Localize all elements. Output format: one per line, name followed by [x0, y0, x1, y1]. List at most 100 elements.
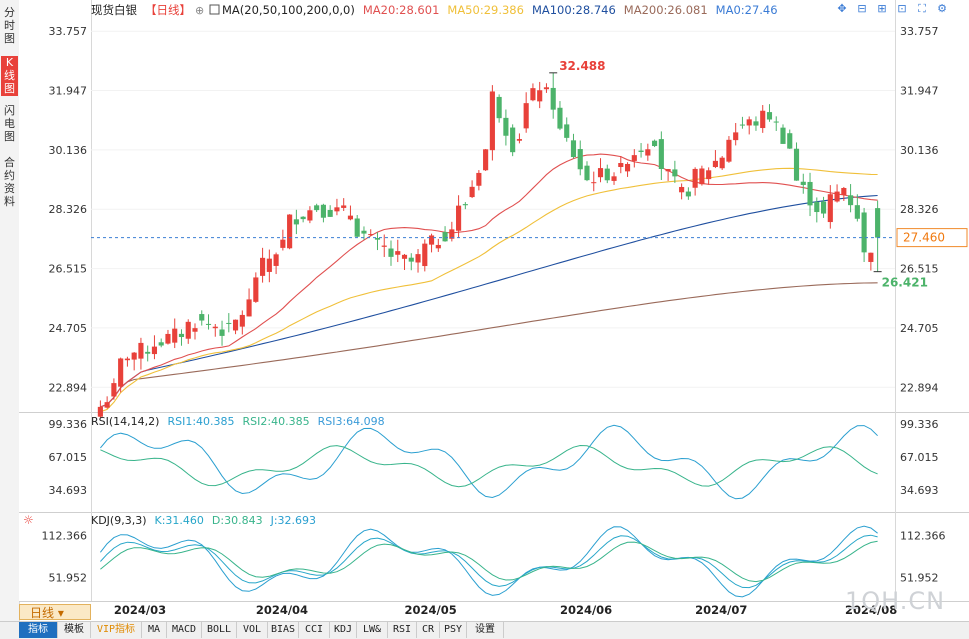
candle-body[interactable]	[753, 121, 759, 126]
candle-body[interactable]	[435, 244, 441, 249]
candle-body[interactable]	[665, 169, 671, 172]
indicator-tab[interactable]: VOL	[237, 622, 268, 638]
candle-body[interactable]	[124, 358, 130, 361]
candle-body[interactable]	[591, 182, 597, 184]
candle-body[interactable]	[178, 333, 185, 338]
candle-body[interactable]	[624, 163, 631, 172]
candle-body[interactable]	[631, 155, 637, 161]
move-icon[interactable]: ✥	[837, 2, 847, 15]
candle-body[interactable]	[787, 133, 793, 149]
candle-body[interactable]	[408, 257, 414, 262]
candle-body[interactable]	[570, 140, 577, 158]
candle-body[interactable]	[530, 88, 536, 101]
candle-body[interactable]	[192, 328, 198, 332]
indicator-tab[interactable]: PSY	[440, 622, 467, 638]
candle-body[interactable]	[145, 351, 151, 354]
candle-body[interactable]	[618, 163, 624, 168]
candle-body[interactable]	[597, 168, 604, 178]
candle-body[interactable]	[226, 322, 232, 324]
candle-body[interactable]	[760, 110, 766, 129]
candle-body[interactable]	[118, 358, 124, 387]
candle-body[interactable]	[523, 103, 529, 129]
candle-body[interactable]	[510, 127, 516, 153]
candle-body[interactable]	[280, 239, 286, 248]
candle-body[interactable]	[401, 254, 408, 259]
candle-body[interactable]	[293, 219, 299, 225]
candle-body[interactable]	[266, 258, 272, 272]
indicator-tab[interactable]: BIAS	[268, 622, 299, 638]
period-selector[interactable]: 日线 ▾	[19, 604, 91, 620]
candle-body[interactable]	[219, 329, 225, 336]
candle-body[interactable]	[260, 257, 266, 276]
candle-body[interactable]	[158, 342, 164, 346]
candle-body[interactable]	[205, 323, 212, 325]
candle-body[interactable]	[503, 117, 509, 136]
candle-body[interactable]	[131, 352, 137, 360]
candle-body[interactable]	[706, 170, 712, 180]
candle-body[interactable]	[679, 186, 685, 193]
candle-body[interactable]	[712, 160, 718, 168]
candle-body[interactable]	[861, 212, 867, 253]
candle-body[interactable]	[496, 96, 502, 119]
candle-body[interactable]	[347, 215, 354, 220]
candle-body[interactable]	[287, 214, 293, 249]
kline-chart[interactable]: 33.757 33.757 31.947 31.947 30.136 30.136 28.3…	[19, 0, 969, 621]
candle-body[interactable]	[652, 140, 658, 147]
candle-body[interactable]	[766, 112, 773, 120]
candle-body[interactable]	[307, 210, 313, 221]
candle-body[interactable]	[151, 346, 158, 355]
candle-body[interactable]	[246, 299, 252, 317]
candle-body[interactable]	[388, 248, 394, 257]
zoom-in-icon[interactable]: ⊞	[877, 2, 887, 15]
candle-body[interactable]	[658, 139, 664, 169]
candle-body[interactable]	[550, 87, 556, 110]
candle-body[interactable]	[739, 124, 746, 126]
indicator-tab[interactable]: VIP指标	[91, 622, 142, 638]
candle-body[interactable]	[726, 139, 732, 162]
indicator-tab[interactable]: 模板	[58, 622, 91, 638]
candle-body[interactable]	[692, 168, 698, 188]
candle-body[interactable]	[97, 406, 103, 417]
settings-icon[interactable]: ⚙	[937, 2, 947, 15]
candle-body[interactable]	[212, 326, 218, 329]
candle-body[interactable]	[699, 168, 705, 185]
candle-body[interactable]	[807, 181, 813, 206]
candle-body[interactable]	[827, 194, 833, 223]
candle-body[interactable]	[564, 124, 570, 138]
candle-body[interactable]	[354, 218, 360, 237]
sidebar-item-flash[interactable]: 闪电图	[4, 104, 15, 143]
candle-body[interactable]	[165, 333, 171, 344]
candle-body[interactable]	[111, 383, 117, 397]
candle-body[interactable]	[253, 277, 259, 302]
candle-body[interactable]	[428, 235, 435, 245]
candle-body[interactable]	[456, 205, 462, 231]
indicator-tab[interactable]: MACD	[167, 622, 202, 638]
candle-body[interactable]	[543, 87, 550, 90]
candle-body[interactable]	[442, 232, 448, 242]
candle-body[interactable]	[449, 229, 455, 239]
indicator-tab[interactable]: MA	[142, 622, 167, 638]
candle-body[interactable]	[415, 254, 421, 263]
candle-body[interactable]	[604, 168, 610, 181]
candle-body[interactable]	[104, 402, 110, 408]
indicator-tab[interactable]: CCI	[299, 622, 330, 638]
candle-body[interactable]	[733, 132, 739, 141]
candle-body[interactable]	[645, 149, 651, 156]
candle-body[interactable]	[800, 181, 806, 185]
sidebar-item-timeshare[interactable]: 分时图	[4, 6, 15, 45]
candle-body[interactable]	[868, 252, 874, 262]
candle-body[interactable]	[638, 150, 644, 152]
indicator-tab[interactable]: LW&	[357, 622, 388, 638]
candle-body[interactable]	[814, 201, 820, 213]
candle-body[interactable]	[875, 208, 881, 238]
candle-body[interactable]	[341, 205, 347, 208]
candle-body[interactable]	[780, 127, 786, 144]
candle-body[interactable]	[483, 149, 489, 171]
zoom-out-icon[interactable]: ⊟	[857, 2, 867, 15]
candle-body[interactable]	[314, 205, 320, 211]
candle-body[interactable]	[172, 328, 178, 343]
candle-body[interactable]	[199, 314, 205, 321]
candle-body[interactable]	[746, 119, 752, 126]
candle-body[interactable]	[476, 172, 482, 186]
candle-body[interactable]	[381, 245, 387, 247]
